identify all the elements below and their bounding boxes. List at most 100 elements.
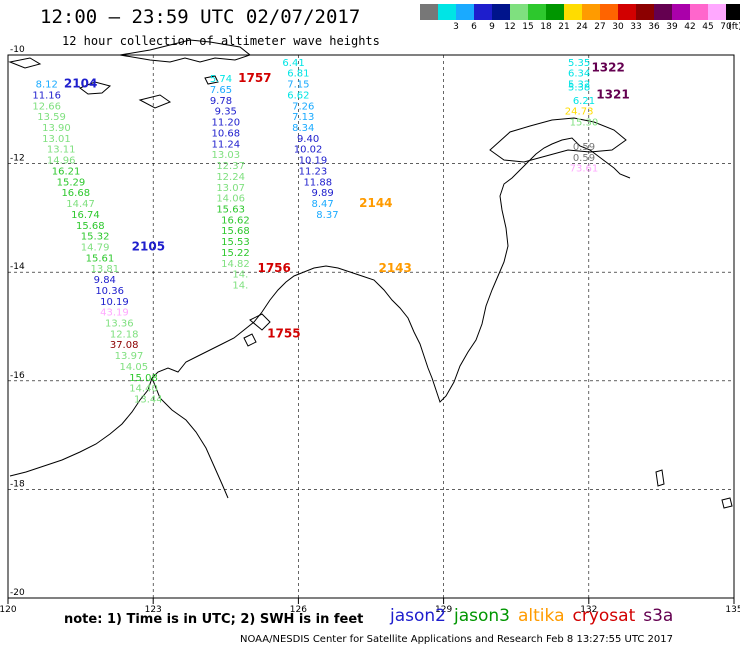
colorbar-swatch bbox=[726, 4, 740, 20]
colorbar-label: 18 bbox=[540, 22, 552, 32]
wave-height-value: 8.34 bbox=[292, 123, 314, 134]
wave-height-value: 15.68 bbox=[221, 226, 250, 237]
y-tick-label: -16 bbox=[10, 371, 25, 381]
wave-height-value: 6.81 bbox=[287, 69, 309, 80]
y-tick-label: -10 bbox=[10, 45, 25, 55]
wave-height-value: 7.65 bbox=[210, 85, 232, 96]
wave-height-value: 9.84 bbox=[94, 275, 116, 286]
wave-height-value: 15.32 bbox=[81, 232, 110, 243]
colorbar-label: 70 bbox=[720, 22, 732, 32]
wave-height-value: 7.26 bbox=[292, 101, 314, 112]
wave-height-value: 9.78 bbox=[210, 96, 232, 107]
wave-height-value: 8.12 bbox=[36, 80, 58, 91]
x-tick-label: 135 bbox=[725, 605, 740, 615]
small-island-coast bbox=[655, 469, 665, 487]
colorbar-swatch bbox=[582, 4, 600, 20]
wave-height-value: 12.24 bbox=[216, 172, 245, 183]
colorbar-label: 27 bbox=[594, 22, 606, 32]
colorbar-label: 42 bbox=[684, 22, 696, 32]
wave-height-value: 16.21 bbox=[52, 166, 81, 177]
colorbar-swatch bbox=[474, 4, 492, 20]
colorbar-label: 45 bbox=[702, 22, 714, 32]
wave-height-value: 11.23 bbox=[299, 166, 328, 177]
wave-height-value: 24.73 bbox=[565, 107, 594, 118]
y-tick-label: -18 bbox=[10, 479, 25, 489]
satellite-name: altika bbox=[518, 606, 565, 626]
map-frame: 120 123 126 129 132 135 -10 -12 -14 -16 -18 -20 bbox=[0, 45, 740, 615]
wave-height-value: 14.05 bbox=[120, 362, 149, 373]
colorbar-label: 9 bbox=[489, 22, 495, 32]
wave-height-value: 15.61 bbox=[86, 253, 115, 264]
colorbar-swatch bbox=[456, 4, 474, 20]
gulf-coast bbox=[151, 377, 229, 499]
wave-height-value: 15.08 bbox=[129, 373, 158, 384]
colorbar-swatch bbox=[690, 4, 708, 20]
x-tick-label: 123 bbox=[145, 605, 162, 615]
wave-height-value: 15.63 bbox=[216, 204, 245, 215]
wave-height-value: 6.34 bbox=[568, 69, 590, 80]
colorbar-label: 30 bbox=[612, 22, 624, 32]
wave-height-value: 15.53 bbox=[221, 237, 250, 248]
pass-id-label: 2104 bbox=[64, 77, 97, 91]
pass-id-label: 2105 bbox=[132, 239, 165, 253]
wave-height-value: 6.21 bbox=[573, 96, 595, 107]
colorbar-label: 24 bbox=[576, 22, 588, 32]
colorbar-swatch bbox=[654, 4, 672, 20]
wave-height-value: 9.89 bbox=[311, 188, 333, 199]
satellite-name: cryosat bbox=[572, 606, 636, 626]
colorbar-swatch bbox=[510, 4, 528, 20]
colorbar-label: 33 bbox=[630, 22, 642, 32]
colorbar-swatch bbox=[492, 4, 510, 20]
wave-height-value: 10.19 bbox=[299, 156, 328, 167]
colorbar-label: 36 bbox=[648, 22, 660, 32]
satellite-name: s3a bbox=[643, 606, 674, 626]
wave-height-value: 73.61 bbox=[570, 164, 599, 175]
wave-height-value: 15.29 bbox=[57, 177, 86, 188]
wave-height-value: 5.35 bbox=[568, 58, 590, 69]
pass-id-label: 2143 bbox=[378, 261, 411, 275]
colorbar-swatch bbox=[546, 4, 564, 20]
wave-height-value: 9.35 bbox=[215, 107, 237, 118]
australia-west-coast bbox=[9, 377, 153, 477]
colorbar-swatch bbox=[708, 4, 726, 20]
small-island-coast bbox=[243, 333, 257, 347]
y-tick-label: -12 bbox=[10, 154, 25, 164]
pass-id-label: 1322 bbox=[591, 60, 624, 74]
savu-island-coast bbox=[138, 94, 172, 109]
pass-id-label: 2144 bbox=[359, 196, 392, 210]
wave-height-value: 16.68 bbox=[61, 188, 90, 199]
wave-height-value: 14. bbox=[232, 270, 248, 281]
colorbar-swatch bbox=[528, 4, 546, 20]
pass-id-label: 1756 bbox=[257, 261, 290, 275]
wave-height-value: 11.20 bbox=[211, 118, 240, 129]
wave-height-value: 13.36 bbox=[105, 319, 134, 330]
satellite-name: jason2 bbox=[390, 606, 446, 626]
colorbar-label: 12 bbox=[504, 22, 516, 32]
wave-height-value: 6.62 bbox=[287, 90, 309, 101]
chart-title: 12:00 – 23:59 UTC 02/07/2017 bbox=[40, 6, 361, 28]
wave-height-value: 14.47 bbox=[66, 199, 95, 210]
sumba-island-coast bbox=[78, 81, 112, 95]
wave-height-value: 13.97 bbox=[115, 351, 144, 362]
colorbar-swatch bbox=[600, 4, 618, 20]
wave-height-value: 13.44 bbox=[134, 395, 163, 406]
wave-height-value: 9.40 bbox=[297, 134, 319, 145]
wave-height-value: 7.15 bbox=[287, 80, 309, 91]
wave-height-value: 13.03 bbox=[211, 150, 240, 161]
wave-height-value: 14.82 bbox=[221, 259, 250, 270]
wave-height-value: 11.88 bbox=[303, 177, 332, 188]
colorbar-swatch bbox=[636, 4, 654, 20]
pass-id-labels: 2104 1757 1322 1321 2144 2105 1756 2143 1755 bbox=[64, 60, 630, 340]
x-tick-label: 120 bbox=[0, 605, 17, 615]
y-tick-label: -14 bbox=[10, 262, 25, 272]
footer-credit: NOAA/NESDIS Center for Satellite Applica… bbox=[240, 634, 673, 645]
small-island-coast bbox=[8, 57, 42, 69]
satellite-legend: jason2 jason3 altika cryosat s3a bbox=[390, 606, 681, 626]
wave-height-value: 13.59 bbox=[37, 112, 66, 123]
pass-id-label: 1757 bbox=[238, 71, 271, 85]
wave-height-value: 5.74 bbox=[210, 74, 232, 85]
wave-height-value: 43.19 bbox=[100, 308, 129, 319]
coastline bbox=[8, 39, 733, 509]
colorbar-swatch bbox=[618, 4, 636, 20]
